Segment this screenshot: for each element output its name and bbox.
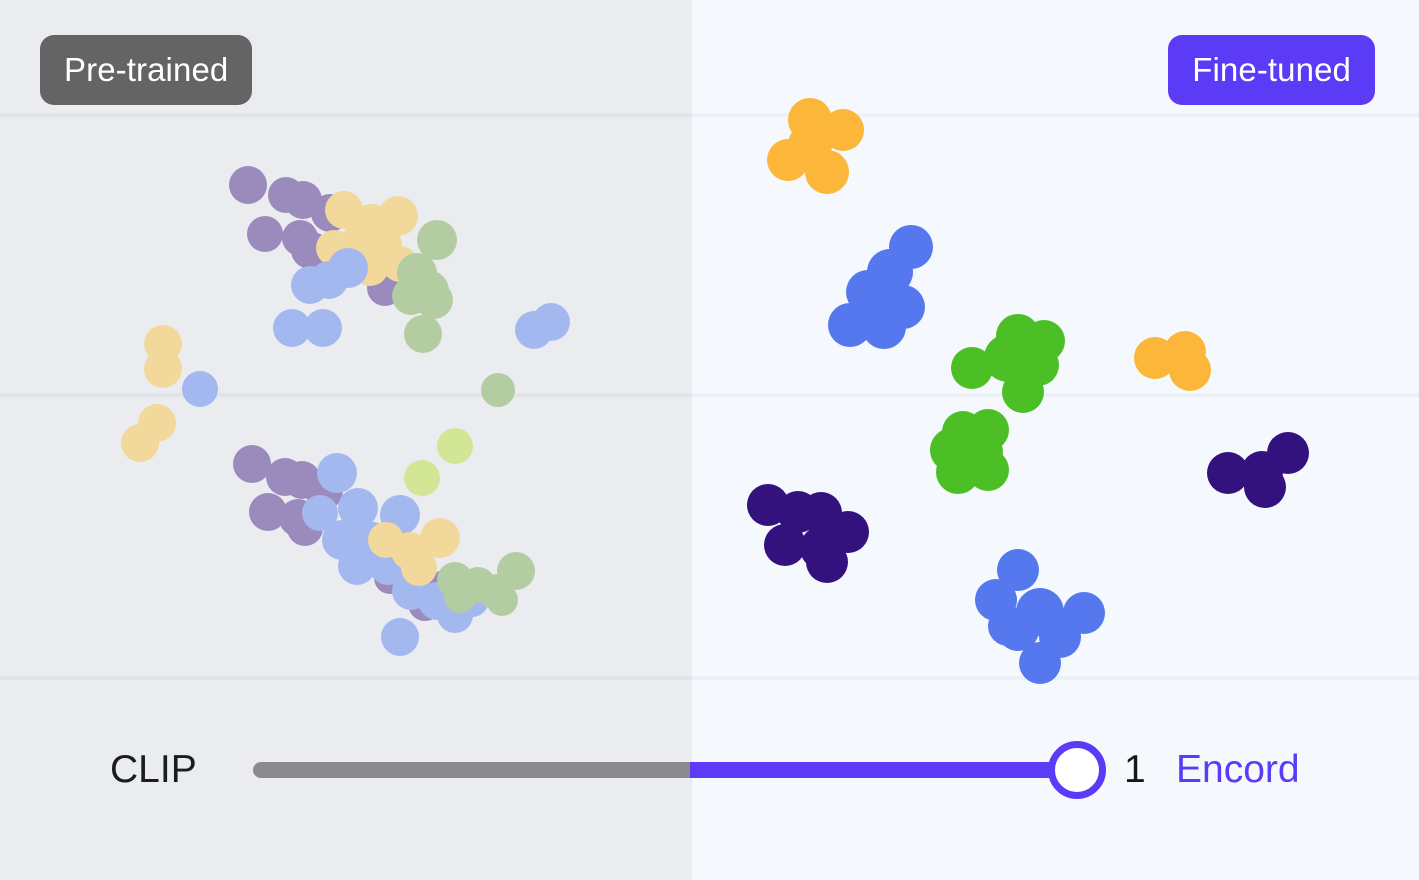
slider-track[interactable] [253,762,1077,778]
slider-value-label: 1 [1124,748,1146,791]
slider-track-fill [690,762,1077,778]
slider-thumb[interactable] [1048,741,1106,799]
panel-pretrained [0,0,692,880]
badge-finetuned[interactable]: Fine-tuned [1168,35,1375,105]
model-blend-slider[interactable]: CLIP 1 Encord [0,728,1419,812]
slider-label-encord: Encord [1176,748,1300,791]
slider-label-clip: CLIP [110,748,197,791]
badge-pretrained[interactable]: Pre-trained [40,35,253,105]
